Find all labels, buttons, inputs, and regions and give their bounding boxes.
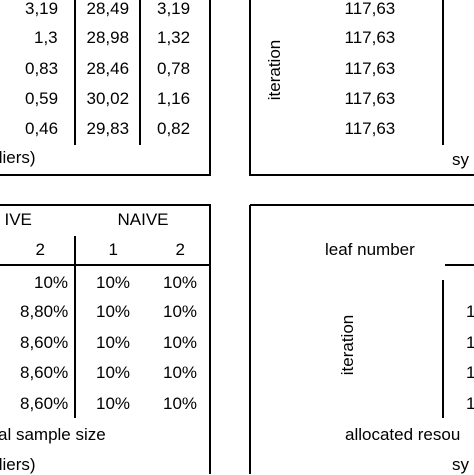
cell: 1 bbox=[466, 302, 474, 321]
header: IVE bbox=[4, 210, 32, 229]
rule bbox=[442, 280, 444, 418]
rule bbox=[209, 0, 211, 176]
rule bbox=[0, 263, 210, 267]
column-label: leaf number bbox=[325, 240, 415, 259]
cell: 28,46 bbox=[86, 59, 130, 78]
cell: 28,98 bbox=[86, 28, 130, 47]
cell: 0,59 bbox=[25, 89, 59, 108]
rule bbox=[74, 236, 76, 264]
cell: 117,63 bbox=[344, 0, 396, 18]
row-label: iteration bbox=[338, 314, 358, 376]
cell: 117,63 bbox=[344, 119, 396, 138]
rule bbox=[74, 0, 76, 145]
cell: 1,32 bbox=[157, 28, 191, 47]
cell: 117,63 bbox=[344, 89, 396, 108]
cell: 29,83 bbox=[86, 119, 130, 138]
rule bbox=[250, 174, 474, 176]
cell: 10% bbox=[163, 394, 198, 413]
caption: sy bbox=[452, 150, 469, 169]
rule bbox=[74, 266, 76, 418]
cell: 10% bbox=[96, 333, 131, 352]
rule bbox=[445, 263, 474, 267]
rule bbox=[249, 0, 251, 176]
caption: allocated resou bbox=[345, 425, 461, 444]
cell: 1 bbox=[466, 394, 474, 413]
caption: sy bbox=[452, 455, 469, 474]
rule bbox=[442, 0, 444, 145]
caption: tliers) bbox=[0, 148, 36, 167]
cell: 10% bbox=[96, 394, 131, 413]
cell: 0,46 bbox=[25, 119, 59, 138]
rule bbox=[249, 205, 251, 474]
cell: 10% bbox=[96, 363, 131, 382]
cell: 1,16 bbox=[157, 89, 191, 108]
row-label: iteration bbox=[265, 39, 285, 101]
cell: 10% bbox=[163, 302, 198, 321]
cell: 1,3 bbox=[34, 28, 58, 47]
cell: 8,60% bbox=[20, 333, 69, 352]
cell: 10% bbox=[163, 273, 198, 292]
cell: 8,80% bbox=[20, 302, 69, 321]
cell: 10% bbox=[96, 273, 131, 292]
cell: 0,78 bbox=[157, 59, 191, 78]
cell: 3,19 bbox=[157, 0, 191, 18]
cell: 10% bbox=[96, 302, 131, 321]
cell: 1 bbox=[466, 333, 474, 352]
subheader: 1 bbox=[108, 240, 118, 259]
cell: 10% bbox=[163, 363, 198, 382]
caption: al sample size bbox=[0, 425, 106, 444]
cell: 8,60% bbox=[20, 394, 69, 413]
caption: tliers) bbox=[0, 455, 36, 474]
subheader: 2 bbox=[175, 240, 185, 259]
rule bbox=[209, 205, 211, 474]
header: NAIVE bbox=[117, 210, 169, 229]
cell: 30,02 bbox=[86, 89, 130, 108]
cell: 3,19 bbox=[25, 0, 59, 18]
cell: 1 bbox=[466, 363, 474, 382]
rule bbox=[0, 204, 211, 206]
cell: 0,83 bbox=[25, 59, 59, 78]
rule bbox=[0, 174, 211, 176]
subheader: 2 bbox=[35, 240, 45, 259]
cell: 117,63 bbox=[344, 59, 396, 78]
cell: 8,60% bbox=[20, 363, 69, 382]
cell: 0,82 bbox=[157, 119, 191, 138]
cell: 10% bbox=[34, 273, 69, 292]
rule bbox=[139, 0, 141, 145]
rule bbox=[250, 204, 474, 206]
cell: 117,63 bbox=[344, 28, 396, 47]
cell: 10% bbox=[163, 333, 198, 352]
cell: 28,49 bbox=[86, 0, 130, 18]
